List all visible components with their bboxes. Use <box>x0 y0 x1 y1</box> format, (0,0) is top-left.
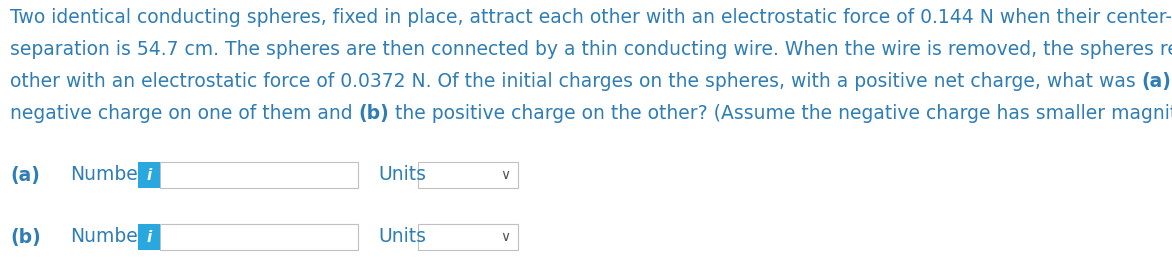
Bar <box>418 162 518 188</box>
Text: i: i <box>146 168 151 182</box>
Text: Two identical conducting spheres, fixed in place, attract each other with an ele: Two identical conducting spheres, fixed … <box>11 8 1172 27</box>
Text: separation is 54.7 cm. The spheres are then connected by a thin conducting wire.: separation is 54.7 cm. The spheres are t… <box>11 40 1172 59</box>
Text: Units: Units <box>379 227 425 247</box>
Text: (b): (b) <box>359 104 389 123</box>
Bar <box>138 162 161 188</box>
Text: Number: Number <box>70 227 145 247</box>
Text: (b): (b) <box>11 227 41 247</box>
Text: i: i <box>146 230 151 244</box>
Bar <box>418 224 518 250</box>
Text: ∨: ∨ <box>500 168 510 182</box>
Bar <box>161 162 357 188</box>
Text: (a): (a) <box>1142 72 1172 91</box>
Text: Units: Units <box>379 165 425 185</box>
Text: negative charge on one of them and: negative charge on one of them and <box>11 104 359 123</box>
Text: ∨: ∨ <box>500 230 510 244</box>
Bar <box>161 224 357 250</box>
Text: other with an electrostatic force of 0.0372 N. Of the initial charges on the sph: other with an electrostatic force of 0.0… <box>11 72 1142 91</box>
Bar <box>138 224 161 250</box>
Text: the positive charge on the other? (Assume the negative charge has smaller magnit: the positive charge on the other? (Assum… <box>389 104 1172 123</box>
Text: Number: Number <box>70 165 145 185</box>
Text: (a): (a) <box>11 165 40 185</box>
